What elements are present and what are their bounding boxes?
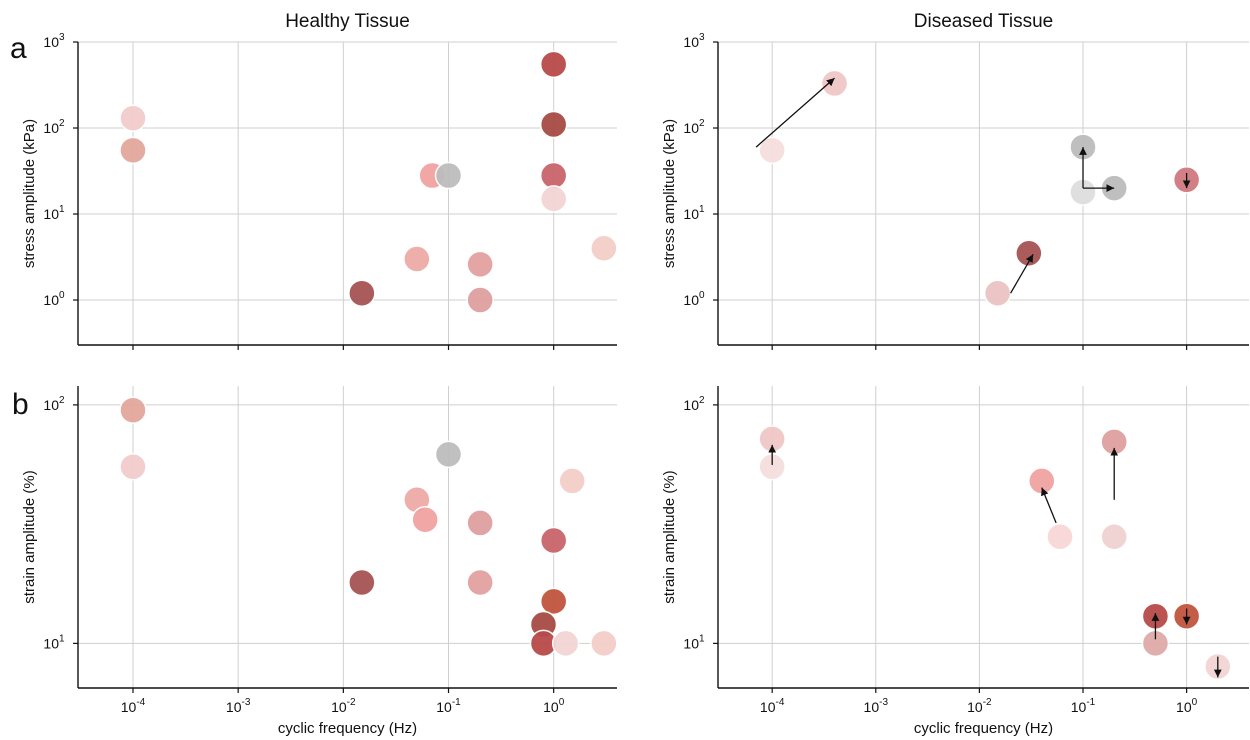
x-axis-label: cyclic frequency (Hz) <box>914 720 1053 737</box>
x-tick-label: 100 <box>543 697 565 715</box>
point-tendon <box>539 185 568 213</box>
point-heart-valve <box>539 50 568 79</box>
plots: 100 101 102 103 Healthy Tissue stress amplitu… <box>21 11 1249 737</box>
point-skin <box>558 467 586 495</box>
point-blood-vessel <box>539 526 568 555</box>
point-skin-lower-leg- <box>590 629 618 658</box>
x-tick-label: 10-4 <box>760 697 785 715</box>
chart-title: Diseased Tissue <box>914 11 1053 32</box>
point-uterus <box>348 568 376 597</box>
point-uterus-healthy- <box>983 279 1012 307</box>
y-axis-label: strain amplitude (%) <box>661 470 678 603</box>
x-axis-label: cyclic frequency (Hz) <box>278 720 417 737</box>
y-tick-label: 100 <box>683 290 705 308</box>
y-tick-label: 102 <box>683 395 705 413</box>
point-uterus <box>348 279 376 307</box>
y-tick-label: 102 <box>43 118 65 136</box>
point-lung-healthy- <box>1100 522 1128 551</box>
y-tick-label: 101 <box>43 633 65 651</box>
point-small-intestine <box>466 250 494 279</box>
chart-b-diseased: 10-4 10-3 10-2 10-1 100 101 102 strain amplitud… <box>661 386 1249 737</box>
point-uterus-diseased- <box>1015 239 1043 267</box>
panel-label-b: b <box>12 388 29 421</box>
panel-label-a: a <box>10 32 27 65</box>
y-axis-label: strain amplitude (%) <box>21 470 38 603</box>
y-tick-label: 102 <box>683 118 705 136</box>
transition-arrow <box>1010 253 1034 294</box>
transition-arrow <box>1041 487 1057 524</box>
point-lung <box>466 286 494 314</box>
x-tick-label: 10-4 <box>121 697 146 715</box>
chart-title: Healthy Tissue <box>285 11 410 32</box>
x-tick-label: 10-3 <box>864 697 889 715</box>
point-colon <box>119 104 147 132</box>
y-tick-label: 100 <box>43 290 65 308</box>
chart-b-healthy: 10-4 10-3 10-2 10-1 100 101 102 strain amplitud… <box>21 386 618 737</box>
point-esophagus <box>434 440 463 469</box>
y-tick-label: 101 <box>683 633 705 651</box>
y-axis-label: stress amplitude (kPa) <box>661 119 678 268</box>
point-stomach-healthy- <box>1046 522 1074 551</box>
transition-arrow <box>755 77 835 148</box>
point-bladder <box>119 396 147 424</box>
point-tendon <box>551 629 580 658</box>
y-tick-label: 101 <box>683 204 705 222</box>
point-lung <box>466 509 494 537</box>
x-tick-label: 10-2 <box>967 697 992 715</box>
point-stomach-diseased- <box>1028 467 1056 495</box>
point-esophagus <box>434 161 463 190</box>
y-tick-label: 103 <box>43 32 65 50</box>
point-colon-diseased- <box>820 69 849 98</box>
point-bladder <box>119 136 147 165</box>
x-tick-label: 100 <box>1176 697 1198 715</box>
y-tick-label: 102 <box>43 395 65 413</box>
point-heart <box>539 587 568 616</box>
y-axis-label: stress amplitude (kPa) <box>21 119 38 268</box>
point-skin <box>590 234 618 262</box>
y-tick-label: 103 <box>683 32 705 50</box>
x-tick-label: 10-1 <box>436 697 461 715</box>
point-colon-healthy- <box>758 136 786 165</box>
point-stomach <box>411 505 439 534</box>
point-kidney <box>403 245 431 273</box>
point-blood-vessel <box>539 161 568 190</box>
y-tick-label: 101 <box>43 204 65 222</box>
point-small-intestine <box>466 568 494 597</box>
x-tick-label: 10-1 <box>1071 697 1096 715</box>
chart-a-healthy: 100 101 102 103 Healthy Tissue stress amplitu… <box>21 11 618 350</box>
point-colon <box>119 453 147 481</box>
chart-a-diseased: 100 101 102 103 Diseased Tissue stress amplit… <box>661 11 1249 350</box>
point-aorta <box>539 110 568 139</box>
x-tick-label: 10-3 <box>226 697 251 715</box>
x-tick-label: 10-2 <box>331 697 356 715</box>
